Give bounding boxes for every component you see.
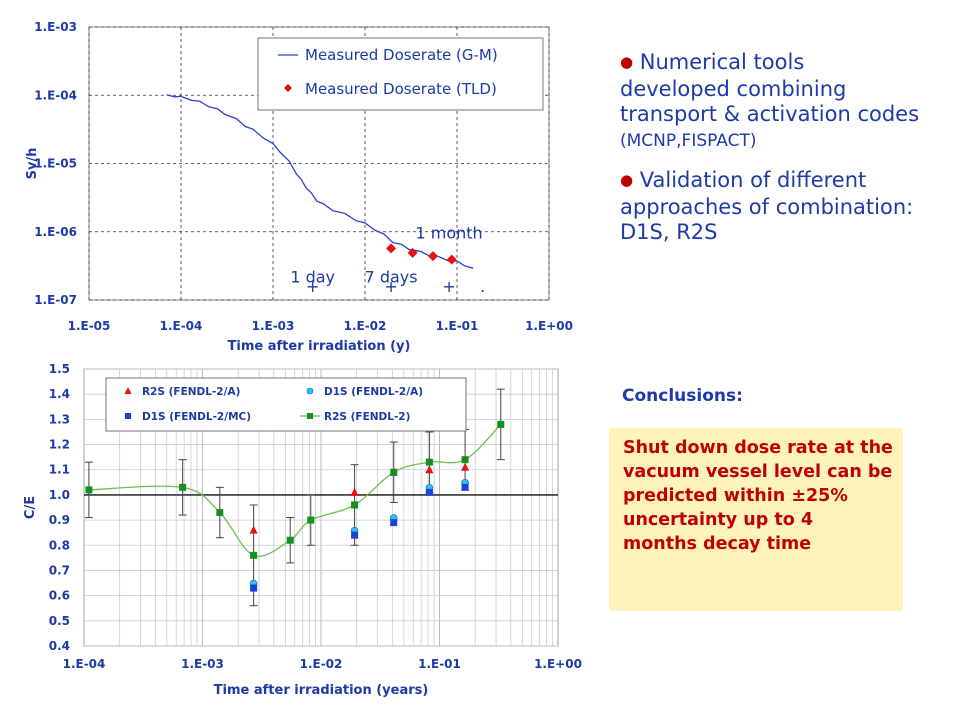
x-tick-label: 1.E-05 bbox=[68, 319, 111, 333]
y-tick-label: 0.8 bbox=[49, 538, 70, 552]
y-tick-label: 1.1 bbox=[49, 463, 70, 477]
y-tick-label: 0.5 bbox=[49, 614, 70, 628]
x-tick-label: 1.E-01 bbox=[418, 657, 461, 671]
point-r2s-fendl2 bbox=[461, 456, 469, 464]
point-0 bbox=[249, 525, 258, 534]
annotation-label: 1 month bbox=[415, 223, 482, 242]
legend-label-gm: Measured Doserate (G-M) bbox=[305, 46, 498, 64]
bullet-list: ● Numerical tools developed combining tr… bbox=[620, 50, 920, 259]
legend-swatch bbox=[306, 387, 314, 395]
y-tick-label: 1.2 bbox=[49, 438, 70, 452]
x-tick-label: 1.E+00 bbox=[525, 319, 573, 333]
point-r2s-fendl2 bbox=[286, 536, 294, 544]
y-tick-label: 0.6 bbox=[49, 589, 70, 603]
tld-point bbox=[386, 243, 397, 254]
point-r2s-fendl2 bbox=[179, 483, 187, 491]
annotation-label: 7 days bbox=[365, 268, 418, 287]
tld-point bbox=[427, 251, 438, 262]
point-2 bbox=[425, 488, 433, 496]
bullet-item: ● Numerical tools developed combining tr… bbox=[620, 50, 920, 154]
y-tick-label: 0.9 bbox=[49, 513, 70, 527]
point-r2s-fendl2 bbox=[351, 501, 359, 509]
y-tick-label: 0.7 bbox=[49, 563, 70, 577]
y-tick-label: 1.E-04 bbox=[34, 88, 77, 102]
legend-swatch-tld bbox=[284, 84, 292, 92]
tick-marker: + bbox=[306, 277, 319, 296]
x-tick-label: 1.E-03 bbox=[252, 319, 295, 333]
point-0 bbox=[350, 487, 359, 496]
legend-swatch bbox=[307, 413, 313, 419]
point-r2s-fendl2 bbox=[307, 516, 315, 524]
y-tick-label: 1.E-06 bbox=[34, 225, 77, 239]
annotation-label: 1 day bbox=[290, 268, 335, 287]
legend-label: R2S (FENDL-2/A) bbox=[142, 386, 240, 398]
series-line-gm bbox=[166, 94, 474, 270]
y-tick-label: 1.E-05 bbox=[34, 157, 77, 171]
y-tick-label: 1.E-03 bbox=[34, 20, 77, 34]
x-tick-label: 1.E-02 bbox=[300, 657, 343, 671]
legend-swatch bbox=[125, 413, 131, 419]
tick-marker: + bbox=[384, 277, 397, 296]
point-0 bbox=[425, 465, 434, 474]
bullet-text: Validation of different approaches of co… bbox=[620, 168, 914, 244]
legend-swatch bbox=[124, 387, 132, 394]
x-tick-label: 1.E+00 bbox=[534, 657, 582, 671]
bullet-item: ● Validation of different approaches of … bbox=[620, 168, 920, 245]
legend-box bbox=[257, 37, 544, 111]
bullet-text: Numerical tools developed combining tran… bbox=[620, 50, 920, 126]
x-tick-label: 1.E-04 bbox=[63, 657, 106, 671]
y-tick-label: 1.3 bbox=[49, 412, 70, 426]
y-tick-label: 0.4 bbox=[49, 639, 70, 653]
legend-label: R2S (FENDL-2) bbox=[324, 411, 410, 423]
bullet-dot-icon: ● bbox=[620, 171, 634, 189]
point-r2s-fendl2 bbox=[497, 420, 505, 428]
x-tick-label: 1.E-03 bbox=[181, 657, 224, 671]
legend-label-tld: Measured Doserate (TLD) bbox=[305, 80, 497, 98]
point-r2s-fendl2 bbox=[85, 486, 93, 494]
point-2 bbox=[461, 483, 469, 491]
conclusions-title: Conclusions: bbox=[622, 386, 743, 406]
x-tick-label: 1.E-02 bbox=[344, 319, 387, 333]
tld-point bbox=[407, 247, 418, 258]
y-tick-label: 1.4 bbox=[49, 387, 70, 401]
point-r2s-fendl2 bbox=[390, 468, 398, 476]
tick-marker: . bbox=[480, 277, 485, 296]
x-axis-label: Time after irradiation (years) bbox=[214, 683, 429, 698]
point-r2s-fendl2 bbox=[425, 458, 433, 466]
y-axis-label: C/E bbox=[23, 496, 38, 519]
legend-label: D1S (FENDL-2/MC) bbox=[142, 411, 251, 423]
point-0 bbox=[461, 462, 470, 471]
tld-point bbox=[446, 254, 457, 265]
point-2 bbox=[351, 531, 359, 539]
point-2 bbox=[250, 584, 258, 592]
y-tick-label: 1.5 bbox=[49, 362, 70, 376]
y-tick-label: 1.0 bbox=[49, 488, 70, 502]
conclusions-box: Shut down dose rate at the vacuum vessel… bbox=[609, 428, 903, 611]
x-axis-label: Time after irradiation (y) bbox=[228, 339, 411, 354]
point-r2s-fendl2 bbox=[250, 551, 258, 559]
point-r2s-fendl2 bbox=[216, 509, 224, 517]
legend-label: D1S (FENDL-2/A) bbox=[324, 386, 423, 398]
bullet-text-small: (MCNP,FISPACT) bbox=[620, 131, 757, 151]
y-axis-label: Sv/h bbox=[25, 148, 40, 180]
x-tick-label: 1.E-04 bbox=[160, 319, 203, 333]
bullet-dot-icon: ● bbox=[620, 53, 634, 71]
y-tick-label: 1.E-07 bbox=[34, 293, 77, 307]
legend-box bbox=[105, 377, 467, 432]
tick-marker: + bbox=[442, 277, 455, 296]
point-2 bbox=[390, 519, 398, 527]
x-tick-label: 1.E-01 bbox=[436, 319, 479, 333]
